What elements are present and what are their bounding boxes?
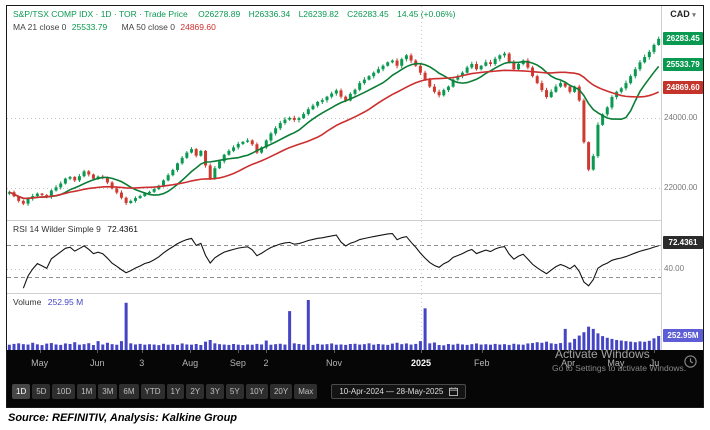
period-button-20y[interactable]: 20Y [269,384,293,399]
x-axis-label: Ju [649,358,660,368]
x-axis-tick [97,350,99,353]
pane-separator [7,220,661,221]
windows-watermark-line2: Go to Settings to activate Windows. [552,363,687,373]
x-axis-tick [334,350,335,353]
x-axis-label: Aug [182,358,199,368]
instrument-title: S&P/TSX COMP IDX · 1D · TOR · Trade Pric… [13,9,188,19]
x-axis-label: Sep [229,358,246,368]
x-axis-label: Apr [561,358,576,368]
rsi-legend: RSI 14 Wilder Simple 9 72.4361 [13,224,138,234]
ma-legend: MA 21 close 0 25533.79 MA 50 close 0 248… [13,22,216,32]
price-badge: 24869.60 [663,81,703,94]
calendar-icon [449,387,459,396]
rsi-chart-canvas[interactable] [7,221,661,293]
period-button-1m[interactable]: 1M [77,384,97,399]
date-range-picker[interactable]: 10-Apr-2024 — 28-May-2025 [331,384,467,399]
x-axis-tick [481,350,483,353]
period-button-6m[interactable]: 6M [119,384,139,399]
ohlc-close: C26283.45 [347,9,389,19]
period-button-1y[interactable]: 1Y [166,384,185,399]
x-axis-tick [190,350,192,353]
volume-label: Volume [13,297,42,307]
x-axis-label: Jun [89,358,105,368]
x-axis-label: Nov [325,358,343,368]
x-axis-tick [141,350,143,353]
ohlc-open: O26278.89 [198,9,241,19]
price-axis-label: 22000.00 [664,182,698,192]
x-axis-label: May [607,358,625,368]
x-axis-label: 3 [139,358,145,368]
source-text: Source: REFINITIV, Analysis: Kalkine Gro… [8,412,238,424]
x-axis-tick [39,350,41,353]
volume-chart-canvas[interactable] [7,294,661,350]
ohlc-change: 14.45 (+0.06%) [397,9,456,19]
ma50-value: 24869.60 [180,22,216,32]
rsi-value: 72.4361 [107,224,138,234]
x-axis-tick [237,350,239,353]
pane-separator [7,293,661,294]
period-button-ytd[interactable]: YTD [140,384,165,399]
rsi-axis-label: 40.00 [664,264,685,273]
time-axis[interactable]: May Jun 3 Aug Sep 2 Nov 2025 Feb Apr May Ju [7,350,703,376]
x-axis-label: 2025 [410,358,431,368]
period-button-10y[interactable]: 10Y [245,384,268,399]
rsi-badge: 72.4361 [663,236,703,250]
x-axis-label: May [31,358,49,368]
x-axis-tick [654,350,656,353]
period-button-5d[interactable]: 5D [32,384,51,399]
volume-legend: Volume 252.95 M [13,297,83,307]
period-button-2y[interactable]: 2Y [186,384,205,399]
period-button-3m[interactable]: 3M [98,384,118,399]
x-axis-label: 2 [263,358,269,368]
period-button-1d[interactable]: 1D [12,384,31,399]
ma21-value: 25533.79 [71,22,108,32]
clock-icon[interactable] [683,354,698,369]
currency-label: CAD [670,9,690,19]
period-button-5y[interactable]: 5Y [225,384,244,399]
ma50-label: MA 50 close 0 [121,22,175,32]
price-legend: S&P/TSX COMP IDX · 1D · TOR · Trade Pric… [13,9,461,19]
x-axis-tick [265,350,267,353]
rsi-label: RSI 14 Wilder Simple 9 [13,224,101,234]
period-button-3y[interactable]: 3Y [206,384,224,399]
chevron-down-icon: ▾ [692,12,696,19]
currency-selector[interactable]: CAD ▾ [662,9,704,19]
price-axis[interactable]: CAD ▾ 24000.00 22000.00 26283.45 25533.79 24… [661,6,703,350]
volume-badge: 252.95M [663,328,703,342]
source-footer: Source: REFINITIV, Analysis: Kalkine Gro… [8,412,237,424]
period-button-10d[interactable]: 10D [52,384,76,399]
ohlc-high: H26336.34 [248,9,291,19]
volume-value: 252.95 M [47,297,84,307]
period-toolbar: 1D 5D 10D 1M 3M 6M YTD 1Y 2Y 3Y 5Y 10Y 20Y Max 10-Apr… [7,376,703,407]
period-button-max[interactable]: Max [294,384,318,399]
ma21-label: MA 21 close 0 [13,22,67,32]
chart-window: S&P/TSX COMP IDX · 1D · TOR · Trade Pric… [6,5,704,408]
period-buttons: 1D 5D 10D 1M 3M 6M YTD 1Y 2Y 3Y 5Y 10Y 20Y Max [12,384,318,399]
x-axis-tick [615,350,617,353]
price-axis-label: 24000.00 [664,113,698,123]
x-axis-label: Feb [474,358,490,368]
price-chart-canvas[interactable] [7,6,661,220]
price-badge: 25533.79 [663,57,703,71]
price-badge: 26283.45 [663,31,703,45]
x-axis-tick [420,350,422,353]
date-range-text: 10-Apr-2024 — 28-May-2025 [339,387,444,396]
windows-watermark-line1: Activate Windows [555,347,650,361]
x-axis-tick [568,350,570,353]
ohlc-low: L26239.82 [298,9,339,19]
